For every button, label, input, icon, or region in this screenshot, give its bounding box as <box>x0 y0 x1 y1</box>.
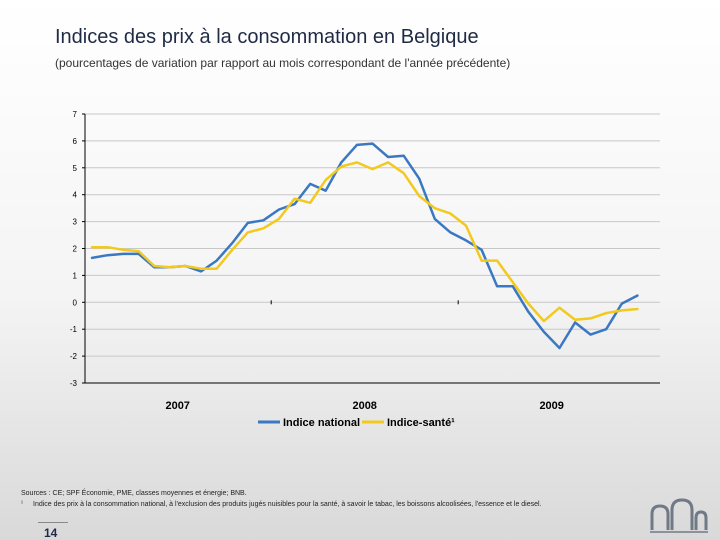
page-number: 14 <box>44 526 58 540</box>
legend-label: Indice-santé¹ <box>387 417 455 429</box>
page-number-rule <box>38 522 68 523</box>
chart-legend: Indice national Indice-santé¹ <box>258 417 455 429</box>
footnote-mark: ¹ <box>21 501 23 507</box>
sources-note: Sources : CE; SPF Économie, PME, classes… <box>21 490 247 497</box>
page-title: Indices des prix à la consommation en Be… <box>55 26 479 48</box>
y-tick-label: 1 <box>73 271 78 280</box>
line-chart: -3 -2 -1 0 1 2 3 4 5 6 7 2007 2008 2009 Indice nation… <box>70 110 660 429</box>
y-tick-label: 0 <box>73 298 78 307</box>
y-tick-label: -2 <box>70 352 78 361</box>
chart-series <box>90 142 639 350</box>
series-line-indice-national <box>90 142 639 350</box>
footnote: ¹ Indice des prix à la consommation natio… <box>21 501 542 508</box>
page-subtitle: (pourcentages de variation par rapport a… <box>55 56 511 70</box>
y-tick-label: -3 <box>70 379 78 388</box>
y-tick-label: 5 <box>73 164 78 173</box>
y-tick-label: 3 <box>73 218 78 227</box>
y-tick-label: -1 <box>70 325 78 334</box>
x-tick-label: 2007 <box>165 400 189 412</box>
y-tick-label: 6 <box>73 137 78 146</box>
footnote-text: Indice des prix à la consommation nation… <box>33 501 542 508</box>
chart-axes: -3 -2 -1 0 1 2 3 4 5 6 7 2007 2008 2009 <box>70 110 660 412</box>
legend-label: Indice national <box>283 417 360 429</box>
y-tick-label: 2 <box>73 245 78 254</box>
series-line-indice-sante <box>90 161 639 323</box>
x-tick-label: 2008 <box>352 400 376 412</box>
x-tick-label: 2009 <box>539 400 563 412</box>
chart-grid <box>85 113 660 384</box>
y-tick-label: 4 <box>73 191 78 200</box>
y-tick-label: 7 <box>73 110 78 119</box>
nbb-logo-icon <box>650 498 708 533</box>
